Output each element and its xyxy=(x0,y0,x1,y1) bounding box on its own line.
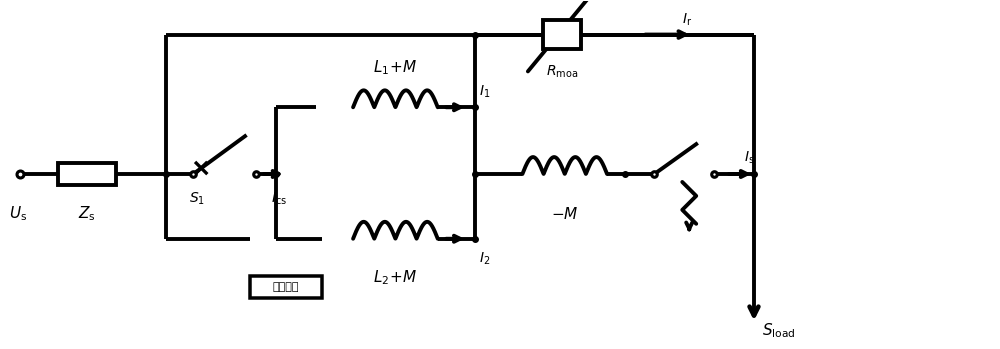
Text: $I_2$: $I_2$ xyxy=(479,251,490,267)
Text: $R_{\mathrm{moa}}$: $R_{\mathrm{moa}}$ xyxy=(546,64,578,80)
Text: $I_{\mathrm{s}}$: $I_{\mathrm{s}}$ xyxy=(744,150,755,166)
Bar xyxy=(250,276,322,297)
Text: $I_1$: $I_1$ xyxy=(479,84,490,100)
Text: 超导材料: 超导材料 xyxy=(273,282,299,291)
Text: $I_{\mathrm{r}}$: $I_{\mathrm{r}}$ xyxy=(682,11,692,28)
Text: $S_1$: $S_1$ xyxy=(189,191,205,207)
Text: $U_{\mathrm{s}}$: $U_{\mathrm{s}}$ xyxy=(9,204,27,223)
Text: $Z_{\mathrm{s}}$: $Z_{\mathrm{s}}$ xyxy=(78,204,96,223)
Text: $-M$: $-M$ xyxy=(551,206,579,222)
Text: $S_{\mathrm{load}}$: $S_{\mathrm{load}}$ xyxy=(762,321,796,340)
Bar xyxy=(543,20,581,50)
Bar xyxy=(58,163,116,185)
Text: $L_2\!+\!M$: $L_2\!+\!M$ xyxy=(373,269,418,287)
Text: $I_{\mathrm{cs}}$: $I_{\mathrm{cs}}$ xyxy=(271,191,287,207)
Text: $L_1\!+\!M$: $L_1\!+\!M$ xyxy=(373,59,418,77)
